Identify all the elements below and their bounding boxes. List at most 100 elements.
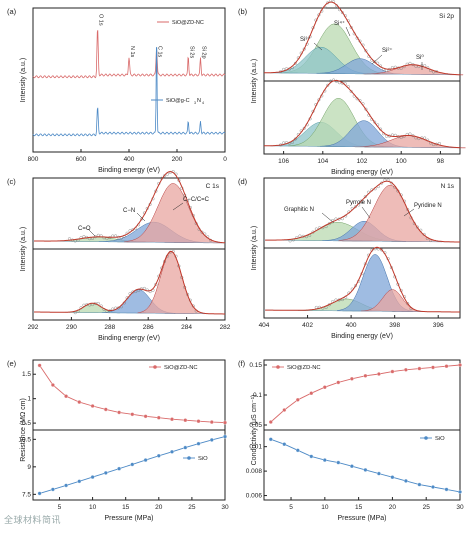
panel-b-x-tick-label: 100: [396, 158, 407, 165]
panel-e-x-tick-label: 30: [221, 504, 229, 511]
data-point: [282, 442, 287, 447]
panel-f-x-tick-label: 25: [423, 504, 431, 511]
panel-f-ylabel: Conductivity (μS cm⁻¹): [251, 395, 258, 466]
label-leader: [371, 54, 383, 65]
data-point: [390, 475, 395, 480]
panel-f-x-axis-label: Pressure (MPa): [337, 515, 386, 522]
data-point: [403, 367, 408, 372]
legend-label: SiO: [198, 456, 208, 462]
raw-data-marker: [302, 126, 306, 130]
label-leader: [136, 212, 146, 222]
raw-data-marker: [131, 290, 135, 294]
data-point: [268, 420, 273, 424]
data-point: [130, 462, 135, 467]
label-leader: [403, 208, 415, 217]
data-point: [64, 483, 69, 488]
panel-d-letter: (d): [238, 177, 248, 186]
raw-data-marker: [408, 132, 412, 136]
watermark: 全球材料简讯: [4, 515, 62, 525]
panel-f-x-tick-label: 5: [289, 504, 293, 511]
data-point: [295, 397, 300, 402]
data-point: [444, 487, 449, 492]
raw-data-marker: [363, 195, 367, 199]
y-tick-label: 9: [27, 464, 31, 471]
raw-data-marker: [326, 83, 330, 87]
data-point: [363, 467, 368, 472]
peak-label: Si 2p: [201, 46, 207, 59]
panel-d-x-tick-label: 398: [389, 322, 400, 329]
legend-label: 4: [202, 101, 204, 105]
raw-data-marker: [340, 11, 344, 15]
data-point: [322, 458, 327, 463]
data-point: [156, 415, 161, 420]
panel-e-ylabel: Resistance (MΩ cm): [20, 398, 27, 462]
y-tick-label: 0.5: [22, 420, 31, 427]
panel-d-x-tick-label: 404: [259, 322, 270, 329]
legend-label: 3: [194, 101, 196, 105]
data-point: [223, 420, 227, 425]
panel-c-letter: (c): [7, 177, 16, 186]
panel-d-x-tick-label: 400: [346, 322, 357, 329]
data-point: [156, 453, 161, 458]
legend-label: SiO@ZD-NC: [164, 365, 198, 371]
data-point: [363, 373, 368, 378]
panel-b-x-axis-label: Binding energy (eV): [331, 169, 393, 176]
label-leader: [172, 202, 184, 211]
panel-e-x-axis-label: Pressure (MPa): [104, 515, 153, 522]
peak-label: Si 2s: [188, 46, 194, 58]
panel-c-title: C 1s: [206, 183, 220, 190]
baseline: [263, 72, 461, 76]
legend-marker: [276, 365, 280, 369]
data-point: [170, 417, 174, 422]
panel-f-x-tick-label: 10: [321, 504, 329, 511]
panel-a-x-tick-label: 400: [124, 156, 135, 163]
panel-e-x-tick-label: 10: [89, 504, 97, 511]
panel-b-x-tick-label: 102: [357, 158, 368, 165]
data-point: [458, 363, 462, 367]
data-point: [64, 394, 69, 399]
data-point: [309, 391, 314, 396]
data-point: [143, 458, 148, 463]
raw-data-marker: [380, 248, 384, 252]
data-point: [390, 369, 395, 374]
raw-data-marker: [364, 107, 368, 111]
legend-label: SiO@ZD-NC: [172, 20, 204, 26]
data-point: [143, 414, 148, 419]
y-tick-label: 1: [27, 396, 31, 403]
panel-a-frame: [32, 7, 226, 153]
data-point: [37, 363, 42, 368]
legend-marker: [153, 365, 157, 369]
data-point: [349, 376, 354, 381]
panel-c-ylabel: Intensity (a.u.): [20, 227, 27, 271]
label-leader: [321, 212, 335, 224]
panel-d-ylabel: Intensity (a.u.): [251, 226, 258, 270]
y-tick-label: 10.5: [18, 436, 31, 443]
panel-f-x-tick-label: 20: [389, 504, 397, 511]
data-point: [376, 471, 381, 476]
legend-label: SiO: [435, 436, 445, 442]
component-label: Pyrrole N: [346, 200, 371, 206]
data-point: [417, 366, 422, 371]
legend-label: SiO@g-C: [166, 98, 190, 104]
raw-data-marker: [373, 60, 377, 64]
y-tick-label: 0.15: [249, 362, 262, 369]
raw-data-marker: [200, 230, 204, 234]
series-line-sio-zd-nc: [32, 30, 226, 79]
component-label: Si⁰: [416, 54, 424, 61]
data-point: [103, 470, 108, 475]
data-point: [268, 437, 273, 442]
data-point: [349, 464, 354, 469]
raw-data-marker: [364, 49, 368, 53]
data-point: [183, 445, 188, 450]
panel-d-x-tick-label: 396: [433, 322, 444, 329]
raw-data-marker: [329, 0, 333, 2]
panel-b-title: Si 2p: [439, 13, 454, 20]
data-point: [37, 491, 42, 496]
panel-c-x-tick-label: 286: [143, 324, 154, 331]
panel-c-x-axis-label: Binding energy (eV): [98, 335, 160, 342]
data-point: [309, 454, 314, 459]
data-point: [431, 365, 435, 370]
panel-a-letter: (a): [7, 7, 17, 16]
panel-c-x-tick-label: 282: [220, 324, 231, 331]
